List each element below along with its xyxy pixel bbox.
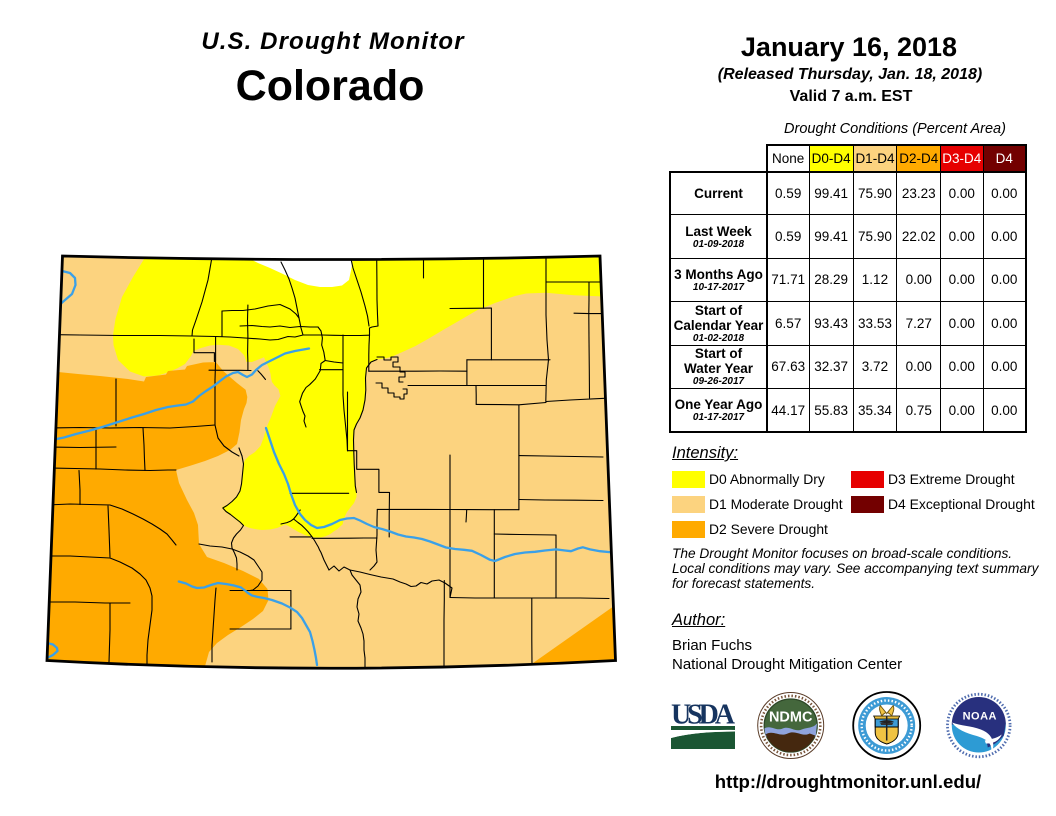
svg-text:NDMC: NDMC [769,710,813,726]
svg-text:NOAA: NOAA [963,711,997,723]
svg-text:USDA: USDA [671,700,736,731]
